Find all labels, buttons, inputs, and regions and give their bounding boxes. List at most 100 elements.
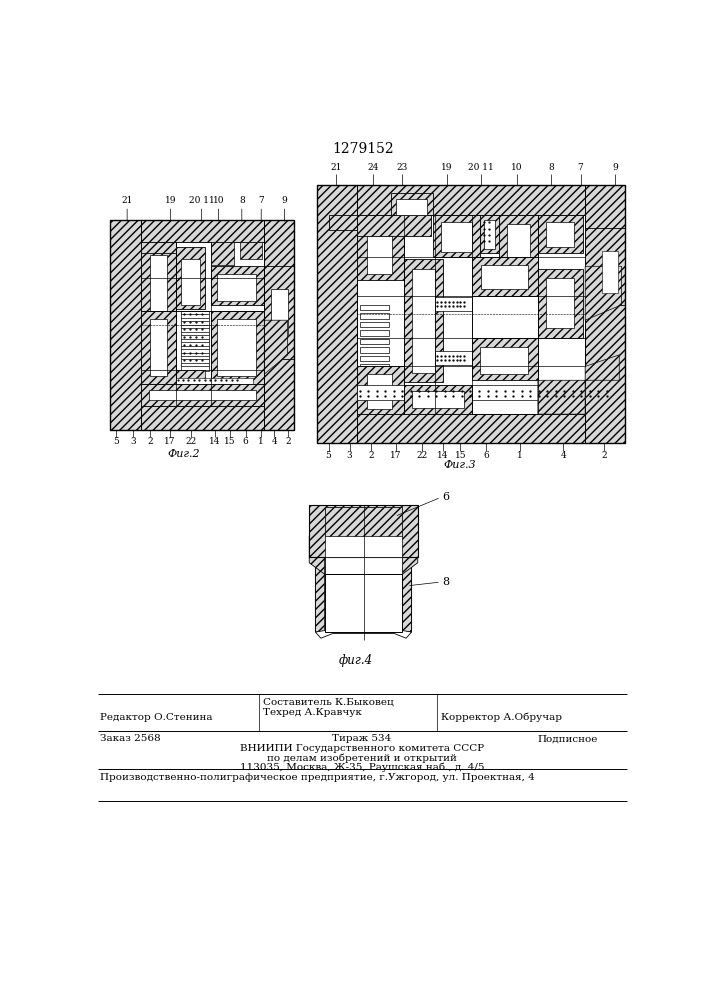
Text: 9: 9 <box>612 163 618 172</box>
Text: Тираж 534: Тираж 534 <box>332 734 392 743</box>
Bar <box>141 242 176 253</box>
Bar <box>309 505 418 557</box>
Bar <box>357 215 404 280</box>
Text: 5: 5 <box>113 437 119 446</box>
Bar <box>110 220 293 430</box>
Text: 1: 1 <box>518 451 523 460</box>
Bar <box>357 215 431 236</box>
Text: 14: 14 <box>209 437 221 446</box>
Text: 20 11: 20 11 <box>189 196 214 205</box>
Bar <box>357 385 585 400</box>
Bar <box>585 228 626 305</box>
Text: 7: 7 <box>258 196 264 205</box>
Bar <box>141 311 264 384</box>
Bar <box>435 351 472 365</box>
Bar <box>546 278 573 328</box>
Polygon shape <box>402 536 418 574</box>
Bar <box>271 289 288 336</box>
Bar <box>151 255 168 312</box>
Bar <box>317 414 626 443</box>
Bar <box>264 220 293 430</box>
Text: 2: 2 <box>368 451 374 460</box>
Text: 22: 22 <box>186 437 197 446</box>
Bar <box>141 311 176 384</box>
Text: 113035, Москва, Ж-35, Раушская наб., д. 4/5: 113035, Москва, Ж-35, Раушская наб., д. … <box>240 763 484 772</box>
Bar <box>317 185 626 443</box>
Bar <box>360 364 389 369</box>
Text: Корректор А.Обручар: Корректор А.Обручар <box>441 713 562 722</box>
Bar <box>368 224 392 274</box>
Text: 10: 10 <box>213 196 224 205</box>
Bar <box>182 311 209 371</box>
Text: Производственно-полиграфическое предприятие, г.Ужгород, ул. Проектная, 4: Производственно-полиграфическое предприя… <box>100 773 534 782</box>
Bar <box>433 215 480 257</box>
Text: 6: 6 <box>483 451 489 460</box>
Text: 24: 24 <box>367 163 378 172</box>
Text: 22: 22 <box>416 451 427 460</box>
Text: 17: 17 <box>390 451 402 460</box>
Polygon shape <box>309 536 325 574</box>
Polygon shape <box>538 355 619 414</box>
Text: 8: 8 <box>548 163 554 172</box>
Text: 3: 3 <box>346 451 352 460</box>
Text: 2: 2 <box>148 437 153 446</box>
Bar <box>360 347 389 353</box>
Bar <box>360 330 389 336</box>
Polygon shape <box>315 631 411 638</box>
Text: 10: 10 <box>511 163 522 172</box>
Bar <box>411 391 464 408</box>
Bar <box>602 251 618 293</box>
Polygon shape <box>585 266 621 320</box>
Text: 17: 17 <box>164 437 175 446</box>
Bar <box>325 507 402 536</box>
Bar <box>176 378 253 384</box>
Bar <box>499 215 538 269</box>
Text: 23: 23 <box>397 163 408 172</box>
Bar <box>317 185 626 215</box>
Bar <box>325 507 402 557</box>
Text: 19: 19 <box>165 196 176 205</box>
Bar <box>538 215 583 253</box>
Bar <box>360 313 389 319</box>
Text: 9: 9 <box>281 196 287 205</box>
Bar <box>472 257 538 296</box>
Bar <box>149 389 256 400</box>
Bar <box>211 266 264 305</box>
Polygon shape <box>315 555 325 632</box>
Bar <box>546 222 573 247</box>
Text: 14: 14 <box>437 451 448 460</box>
Bar <box>585 185 626 443</box>
Text: 21: 21 <box>331 163 342 172</box>
Bar <box>360 339 389 344</box>
Text: по делам изобретений и открытий: по делам изобретений и открытий <box>267 754 457 763</box>
Text: 8: 8 <box>443 577 450 587</box>
Text: 4: 4 <box>561 451 566 460</box>
Bar <box>391 193 433 215</box>
Bar <box>211 242 234 265</box>
Text: фиг.4: фиг.4 <box>339 654 373 667</box>
Bar <box>357 366 404 414</box>
Text: 5: 5 <box>326 451 332 460</box>
Text: 6: 6 <box>443 492 450 502</box>
Bar <box>240 242 262 259</box>
Text: 6: 6 <box>243 437 249 446</box>
Bar <box>264 266 293 359</box>
Text: 15: 15 <box>224 437 236 446</box>
Bar <box>360 305 389 310</box>
Bar <box>176 247 206 309</box>
Text: 20 11: 20 11 <box>469 163 494 172</box>
Bar <box>182 259 200 305</box>
Text: ВНИИПИ Государственного комитета СССР: ВНИИПИ Государственного комитета СССР <box>240 744 484 753</box>
Bar <box>141 242 264 406</box>
Bar <box>217 319 256 376</box>
Bar <box>484 220 495 249</box>
Polygon shape <box>264 320 288 374</box>
Polygon shape <box>402 555 411 632</box>
Bar <box>357 215 585 414</box>
Bar <box>141 384 264 406</box>
Bar <box>329 215 357 230</box>
Bar <box>110 220 293 242</box>
Bar <box>110 406 293 430</box>
Bar <box>480 215 499 253</box>
Text: 8: 8 <box>239 196 245 205</box>
